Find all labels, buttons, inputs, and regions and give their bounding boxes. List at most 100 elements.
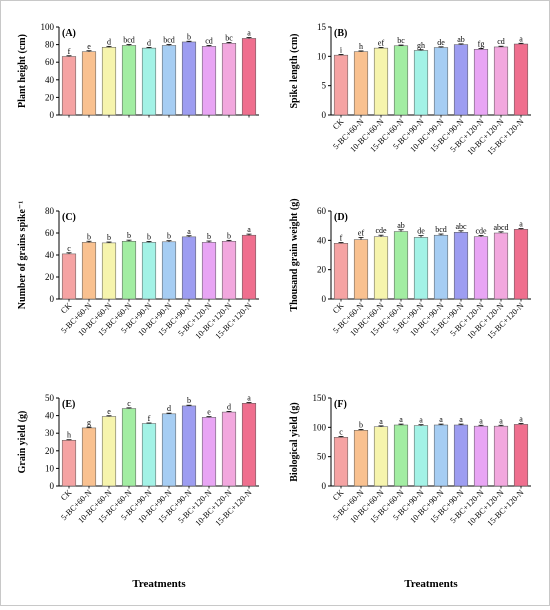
category-label: CK xyxy=(59,301,73,315)
significance-letter: b xyxy=(207,232,211,241)
significance-letter: bcd xyxy=(435,225,447,234)
significance-letter: c xyxy=(127,399,131,408)
bar xyxy=(81,427,97,487)
y-tick-label: 40 xyxy=(45,250,55,260)
y-axis-label: Number of grains spike⁻¹ xyxy=(17,201,28,309)
bar xyxy=(493,232,509,300)
x-axis-label: Treatments xyxy=(132,578,186,590)
significance-letter: a xyxy=(399,415,403,424)
bar xyxy=(513,43,529,116)
significance-letter: b xyxy=(187,32,191,41)
bar xyxy=(473,425,489,487)
bar xyxy=(121,45,137,116)
bar xyxy=(201,242,217,300)
y-axis-label: Thousand grain weight (g) xyxy=(289,198,300,311)
bar xyxy=(413,50,429,116)
bar xyxy=(101,46,117,116)
panel-c: (C) 0 20 40 60 80 Number of grains spike⁻¹ c CK b… xyxy=(17,201,259,341)
significance-letter: bc xyxy=(225,33,233,42)
y-axis-label: Spike length (cm) xyxy=(289,34,300,109)
bar xyxy=(61,56,77,116)
panel-label: (E) xyxy=(62,399,75,410)
significance-letter: fg xyxy=(478,40,485,49)
y-tick-label: 0 xyxy=(322,481,327,491)
y-tick-label: 20 xyxy=(45,92,55,102)
y-tick-label: 80 xyxy=(45,40,55,50)
bar xyxy=(81,51,97,116)
x-axis-label: Treatments xyxy=(404,578,458,590)
category-label: CK xyxy=(331,488,345,502)
y-tick-label: 0 xyxy=(50,481,55,491)
bar xyxy=(221,241,237,300)
bar xyxy=(201,46,217,116)
bar xyxy=(161,413,177,487)
significance-letter: a xyxy=(247,394,251,403)
y-tick-label: 0 xyxy=(50,294,55,304)
bar xyxy=(473,236,489,300)
bar xyxy=(181,405,197,487)
bar xyxy=(141,242,157,300)
y-tick-label: 80 xyxy=(45,206,55,216)
significance-letter: a xyxy=(479,416,483,425)
significance-letter: g xyxy=(87,418,91,427)
y-axis-label: Plant height (cm) xyxy=(17,34,28,108)
bar xyxy=(433,424,449,487)
bar xyxy=(161,241,177,300)
significance-letter: ef xyxy=(358,228,365,237)
bar xyxy=(61,439,77,487)
bar xyxy=(241,38,257,116)
significance-letter: bc xyxy=(397,36,405,45)
significance-letter: abc xyxy=(455,222,467,231)
significance-letter: a xyxy=(519,220,523,229)
y-tick-label: 50 xyxy=(45,393,55,403)
panel-label: (B) xyxy=(334,28,347,39)
significance-letter: h xyxy=(359,42,363,51)
y-tick-label: 60 xyxy=(45,57,55,67)
y-tick-label: 0 xyxy=(322,110,327,120)
significance-letter: a xyxy=(519,415,523,424)
bar xyxy=(513,229,529,300)
bar xyxy=(141,423,157,487)
significance-letter: a xyxy=(499,416,503,425)
significance-letter: a xyxy=(519,34,523,43)
y-tick-label: 100 xyxy=(41,22,55,32)
panel-d: (D) 0 20 40 60 Thousand grain weight (g) f CK ef… xyxy=(289,198,531,341)
bar xyxy=(181,236,197,300)
bar xyxy=(81,242,97,300)
significance-letter: a xyxy=(247,225,251,234)
significance-letter: cde xyxy=(375,226,387,235)
bar xyxy=(181,41,197,116)
significance-letter: c xyxy=(67,244,71,253)
significance-letter: cd xyxy=(205,36,213,45)
significance-letter: cde xyxy=(475,226,487,235)
significance-letter: b xyxy=(107,233,111,242)
y-tick-label: 40 xyxy=(317,235,327,245)
significance-letter: b xyxy=(127,231,131,240)
significance-letter: ab xyxy=(397,221,405,230)
y-tick-label: 0 xyxy=(50,110,55,120)
panel-label: (A) xyxy=(62,28,76,39)
significance-letter: b xyxy=(167,232,171,241)
y-tick-label: 50 xyxy=(317,452,327,462)
significance-letter: d xyxy=(167,404,171,413)
significance-letter: a xyxy=(187,227,191,236)
bar xyxy=(493,46,509,116)
significance-letter: h xyxy=(67,431,71,440)
significance-letter: b xyxy=(359,420,363,429)
bar xyxy=(221,43,237,116)
bar xyxy=(373,47,389,116)
bar xyxy=(353,239,369,300)
significance-letter: f xyxy=(340,234,343,243)
y-tick-label: 30 xyxy=(45,428,55,438)
significance-letter: a xyxy=(419,416,423,425)
significance-letter: d xyxy=(227,402,231,411)
bar xyxy=(121,241,137,300)
y-tick-label: 0 xyxy=(322,294,327,304)
significance-letter: de xyxy=(417,227,425,236)
bar xyxy=(453,232,469,300)
y-tick-label: 10 xyxy=(317,51,327,61)
panel-label: (D) xyxy=(334,212,348,223)
y-axis-label: Biological yield (g) xyxy=(289,402,300,481)
